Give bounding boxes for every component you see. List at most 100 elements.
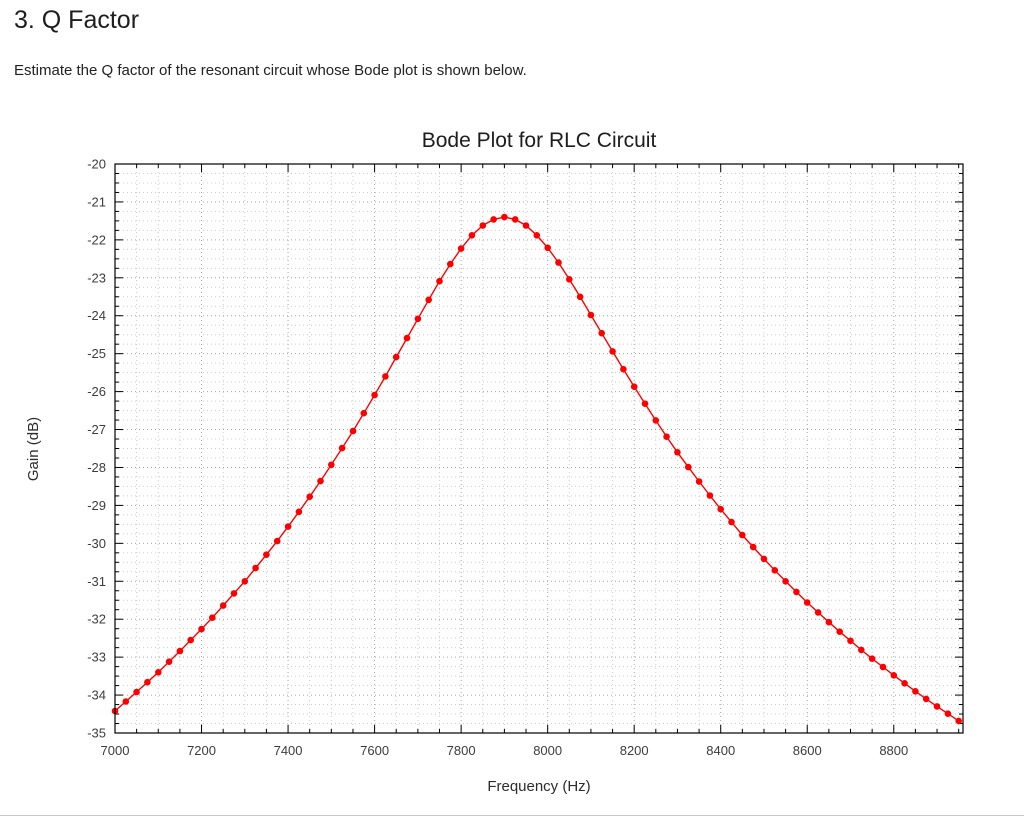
data-point	[566, 276, 573, 283]
y-tick-label: -22	[87, 232, 106, 247]
data-point	[122, 698, 130, 705]
data-point	[295, 508, 303, 516]
data-point	[544, 244, 551, 252]
data-point	[263, 551, 270, 558]
data-point	[782, 578, 789, 585]
data-point	[858, 646, 865, 654]
data-point	[728, 518, 735, 526]
page-title: 3. Q Factor	[14, 6, 140, 34]
data-point	[155, 669, 162, 676]
y-tick-label: -31	[87, 574, 106, 589]
x-tick-label: 8800	[879, 743, 908, 758]
data-point	[609, 348, 616, 355]
data-point	[328, 461, 335, 469]
data-point	[576, 293, 584, 301]
data-point	[630, 383, 638, 391]
data-point	[468, 232, 476, 239]
bode-plot-svg: Bode Plot for RLC Circuit 7000 7200 7400 76…	[25, 129, 964, 795]
page-bottom-divider	[0, 815, 1024, 816]
data-point	[371, 391, 378, 399]
bode-plot-figure: Bode Plot for RLC Circuit 7000 7200 7400 76…	[0, 118, 1024, 813]
y-tick-label: -29	[87, 498, 106, 513]
data-point	[511, 216, 519, 223]
data-point	[868, 655, 876, 662]
data-point	[436, 277, 443, 285]
data-point	[219, 602, 227, 609]
data-point	[555, 259, 562, 266]
data-point	[360, 409, 368, 417]
data-point	[652, 417, 660, 424]
data-point	[144, 678, 151, 686]
axis-ticks	[114, 163, 963, 734]
y-tick-label: -25	[87, 346, 106, 361]
data-point	[933, 703, 941, 710]
data-point	[717, 505, 724, 513]
plot-frame	[114, 163, 964, 734]
data-point	[533, 232, 541, 239]
data-point	[209, 614, 216, 621]
data-point	[695, 478, 703, 485]
data-point	[685, 463, 692, 471]
data-point	[749, 543, 757, 551]
data-point	[273, 537, 281, 545]
x-tick-label: 8200	[620, 743, 649, 758]
x-tick-label: 7600	[360, 743, 389, 758]
data-point	[641, 400, 649, 408]
x-axis-label: Frequency (Hz)	[487, 778, 590, 795]
question-text: Estimate the Q factor of the resonant ci…	[14, 62, 527, 79]
y-tick-label: -28	[87, 460, 106, 475]
data-point	[803, 599, 811, 606]
data-point	[663, 433, 670, 441]
y-tick-label: -30	[87, 536, 106, 551]
x-tick-label: 7400	[274, 743, 303, 758]
x-tick-label: 7000	[101, 743, 130, 758]
data-point	[760, 555, 768, 563]
data-point	[490, 216, 497, 223]
y-tick-label: -34	[87, 688, 106, 703]
tick-labels: 7000 7200 7400 7600 7800 8000 8200 8400 8600 8800…	[87, 157, 908, 759]
data-point	[901, 680, 908, 687]
data-point	[825, 618, 833, 626]
data-point	[674, 449, 681, 456]
plot-area: 7000 7200 7400 7600 7800 8000 8200 8400 8600 8800…	[87, 157, 964, 759]
x-tick-label: 7800	[447, 743, 476, 758]
data-point	[241, 578, 249, 585]
y-tick-label: -21	[87, 194, 106, 209]
chart-title: Bode Plot for RLC Circuit	[422, 129, 657, 152]
data-point	[133, 688, 140, 696]
data-point	[165, 658, 173, 665]
data-point	[706, 492, 714, 499]
y-tick-label: -27	[87, 422, 106, 437]
data-point	[501, 213, 508, 221]
data-point	[479, 222, 487, 229]
data-point	[955, 717, 962, 725]
data-point	[414, 315, 422, 323]
series-line	[114, 216, 960, 722]
y-tick-label: -20	[87, 157, 106, 172]
data-point	[447, 260, 454, 268]
data-point	[879, 663, 887, 671]
x-tick-label: 7200	[187, 743, 216, 758]
data-point	[890, 672, 898, 679]
data-point	[922, 695, 930, 703]
data-point	[349, 427, 357, 435]
data-point	[187, 636, 194, 644]
y-tick-label: -26	[87, 384, 106, 399]
data-point	[457, 245, 465, 252]
data-point	[317, 477, 324, 485]
data-point	[382, 373, 389, 380]
data-point	[338, 444, 346, 452]
data-point	[793, 588, 800, 596]
y-tick-label: -35	[87, 726, 106, 741]
y-tick-label: -23	[87, 270, 106, 285]
y-axis-label: Gain (dB)	[25, 417, 42, 481]
y-tick-label: -32	[87, 612, 106, 627]
data-point	[306, 493, 314, 501]
data-point	[230, 590, 238, 597]
data-point	[425, 296, 433, 304]
data-point	[252, 564, 259, 572]
x-tick-label: 8600	[793, 743, 822, 758]
data-point	[598, 329, 605, 337]
data-point	[836, 628, 843, 635]
data-point	[739, 531, 746, 539]
